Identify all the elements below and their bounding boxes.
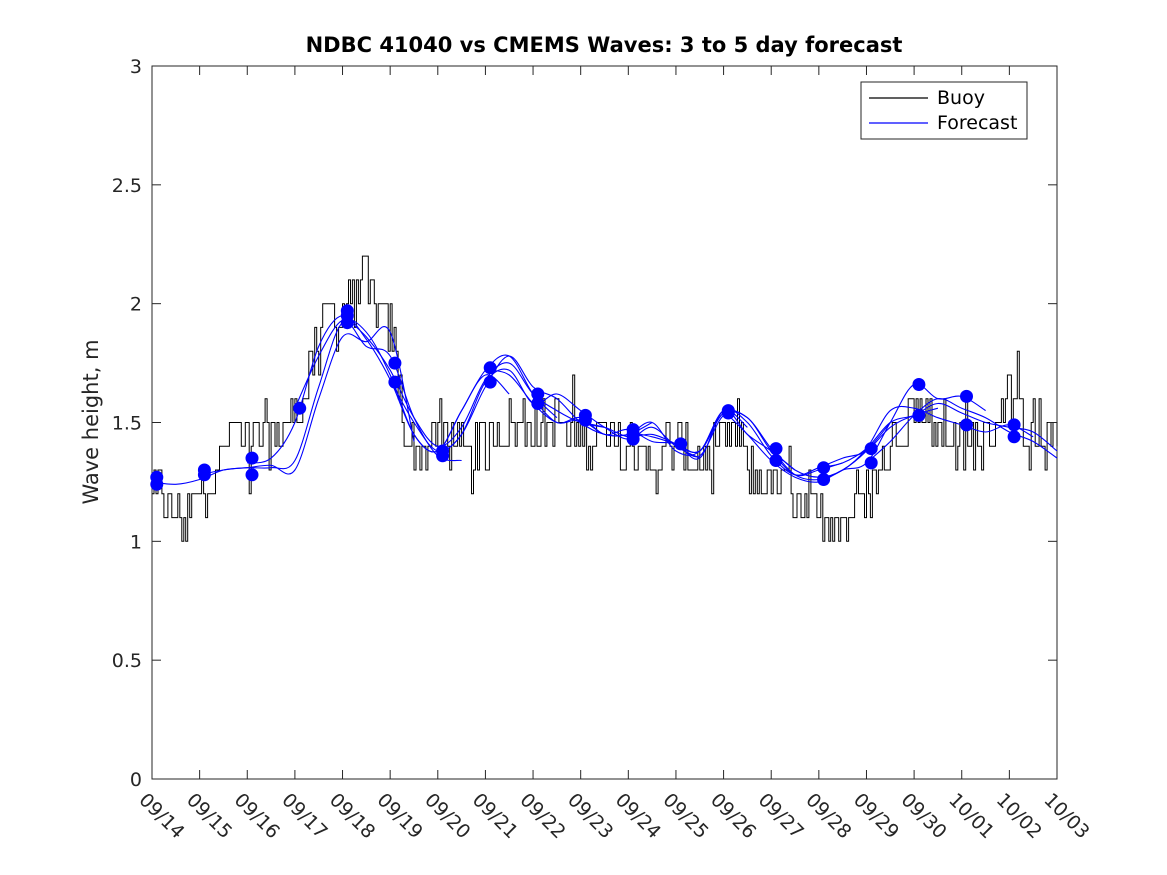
forecast-marker <box>150 477 164 491</box>
forecast-marker <box>817 461 831 475</box>
forecast-marker <box>912 408 926 422</box>
forecast-marker <box>245 451 259 465</box>
forecast-marker <box>769 454 783 467</box>
forecast-marker <box>769 442 783 456</box>
y-tick-label: 2.5 <box>112 175 142 197</box>
forecast-marker <box>388 375 402 389</box>
chart-title: NDBC 41040 vs CMEMS Waves: 3 to 5 day fo… <box>306 33 903 57</box>
y-axis-label: Wave height, m <box>79 339 103 504</box>
forecast-marker <box>531 397 545 410</box>
forecast-marker <box>817 473 831 486</box>
forecast-line-13 <box>770 405 1034 478</box>
forecast-line-6 <box>437 368 701 459</box>
legend-label-buoy: Buoy <box>937 87 985 109</box>
buoy-series-line <box>152 255 1058 542</box>
forecast-line-4 <box>342 315 605 447</box>
forecast-marker <box>483 375 497 389</box>
forecast-marker <box>912 378 926 391</box>
forecast-line-0 <box>151 326 415 485</box>
legend-label-forecast: Forecast <box>937 112 1017 134</box>
y-tick-label: 1.5 <box>112 413 142 435</box>
forecast-marker <box>864 442 878 456</box>
marker-layer <box>150 304 1021 491</box>
forecast-marker <box>483 361 497 375</box>
y-axis: 0 0.5 1 1.5 2 2.5 3 <box>112 56 1057 791</box>
y-tick-label: 3 <box>130 56 142 78</box>
forecast-marker <box>531 387 545 401</box>
forecast-marker <box>245 468 259 482</box>
y-tick-label: 0 <box>130 769 142 791</box>
forecast-marker <box>388 356 402 370</box>
legend-box <box>860 81 1028 140</box>
forecast-marker <box>436 449 450 463</box>
forecast-marker <box>197 468 211 482</box>
forecast-marker <box>626 432 640 446</box>
forecast-line-11 <box>675 407 939 476</box>
forecast-marker <box>1007 430 1021 444</box>
forecast-marker <box>960 418 973 432</box>
forecast-marker <box>1007 418 1021 432</box>
series-layer <box>151 255 1058 542</box>
forecast-marker <box>340 316 354 330</box>
forecast-marker <box>674 437 688 451</box>
y-tick-label: 0.5 <box>112 650 142 672</box>
forecast-marker <box>721 406 735 420</box>
y-tick-label: 2 <box>130 294 142 316</box>
forecast-marker <box>864 456 878 470</box>
legend: Buoy Forecast <box>860 81 1028 140</box>
forecast-marker <box>578 413 592 427</box>
forecast-marker <box>960 389 973 403</box>
forecast-marker <box>293 401 307 415</box>
forecast-line-15 <box>866 398 1058 464</box>
y-tick-label: 1 <box>130 531 142 553</box>
